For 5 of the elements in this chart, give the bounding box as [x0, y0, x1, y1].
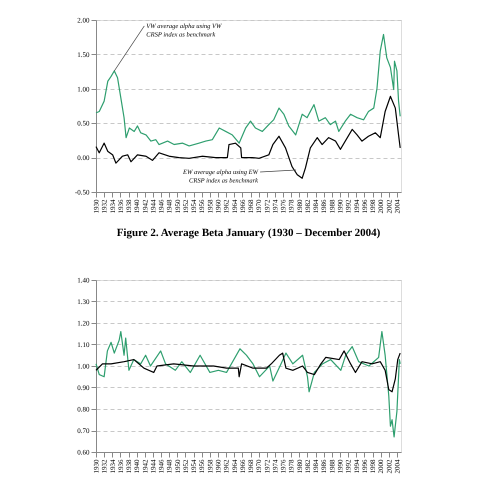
line-series [95, 331, 401, 438]
line-series [95, 350, 401, 392]
chart-title: Figure 2. Average Beta January (1930 – December 2004) [116, 227, 381, 239]
line-series [95, 96, 401, 179]
line-series [95, 34, 401, 147]
